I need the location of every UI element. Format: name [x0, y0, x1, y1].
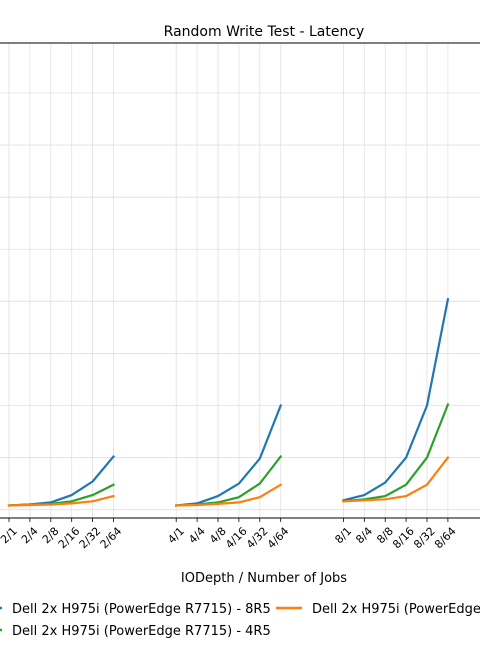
series-layer — [7, 298, 450, 507]
series-line-1 — [174, 404, 283, 507]
legend: Dell 2x H975i (PowerEdge R7715) - 8R5 Del… — [0, 602, 480, 639]
series-line-2 — [342, 403, 450, 503]
legend-label-2: Dell 2x H975i (PowerEdge R7715) - 4R5 — [12, 624, 271, 639]
series-line-1 — [7, 454, 116, 507]
chart-title: Random Write Test - Latency — [164, 24, 365, 40]
series-line-2 — [7, 483, 115, 507]
x-tick-label: 4/1 — [165, 525, 187, 547]
x-tick-label: 2/4 — [19, 525, 41, 547]
series-line-2 — [175, 454, 283, 507]
series-line-3 — [7, 494, 115, 507]
x-tick-label: 4/64 — [265, 525, 292, 552]
series-line-3 — [175, 483, 283, 507]
grid-layer — [0, 43, 480, 518]
x-axis-label: IODepth / Number of Jobs — [181, 571, 347, 586]
x-tick-label: 2/32 — [77, 525, 104, 552]
x-tick-label: 8/64 — [432, 525, 459, 552]
legend-label-1: Dell 2x H975i (PowerEdge R7715) - 8R5 — [12, 602, 271, 617]
x-tick-label: 8/4 — [353, 525, 375, 547]
series-line-1 — [342, 298, 450, 502]
x-tick-label: 8/16 — [390, 525, 417, 552]
series-line-3 — [342, 456, 450, 503]
x-tick-label: 2/1 — [0, 525, 20, 547]
x-tick-label: 4/4 — [186, 525, 208, 547]
x-tick-label: 2/16 — [56, 525, 83, 552]
x-tick-label: 4/16 — [223, 525, 250, 552]
x-tick-label: 4/32 — [244, 525, 271, 552]
x-tick-label: 8/32 — [411, 525, 438, 552]
x-tick-label: 2/64 — [98, 525, 125, 552]
tick-layer: 2/1 2/4 2/82/162/322/64 4/1 4/4 4/84/164/324/… — [0, 518, 459, 552]
plot-frame — [0, 42, 480, 519]
legend-label-3: Dell 2x H975i (PowerEdge R7715) - 2R5 — [312, 602, 480, 617]
x-tick-label: 8/1 — [332, 525, 354, 547]
